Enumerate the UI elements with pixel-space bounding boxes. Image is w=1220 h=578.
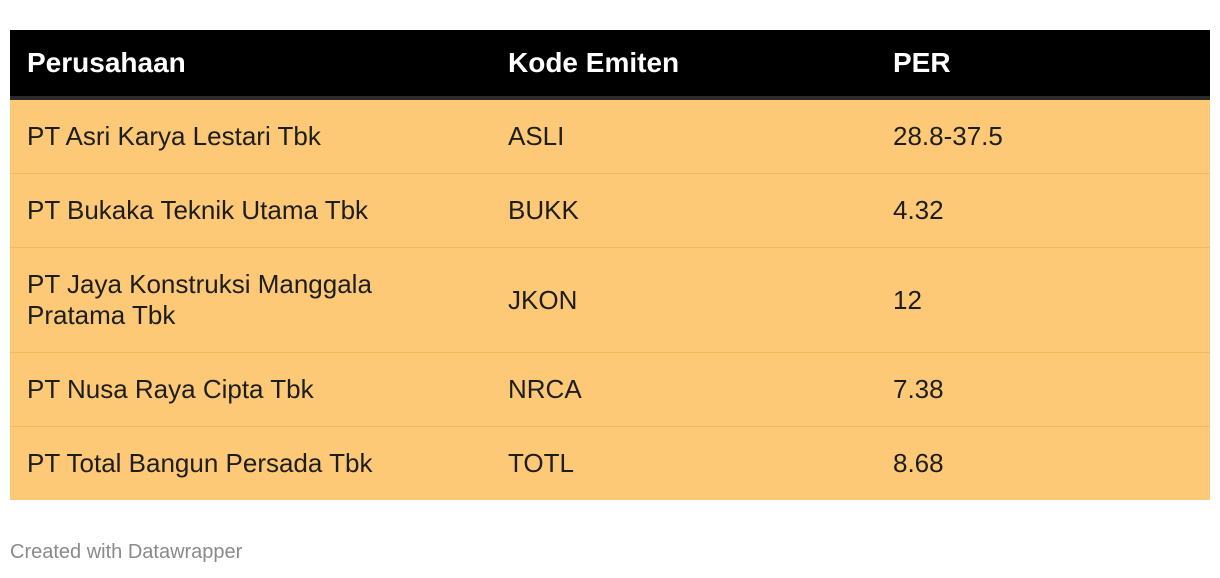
cell-per: 7.38	[893, 374, 944, 404]
data-table: Perusahaan Kode Emiten PER PT Asri Karya…	[10, 30, 1210, 500]
header-row: Perusahaan Kode Emiten PER	[10, 30, 1210, 98]
table-row: PT Jaya Konstruksi Manggala Pratama Tbk …	[10, 247, 1210, 353]
column-header-company: Perusahaan	[27, 47, 186, 78]
cell-per: 4.32	[893, 195, 944, 225]
cell-code: NRCA	[508, 374, 582, 404]
cell-company: PT Asri Karya Lestari Tbk	[27, 121, 321, 151]
cell-per: 12	[893, 284, 922, 315]
table-header: Perusahaan Kode Emiten PER	[10, 30, 1210, 98]
cell-code: BUKK	[508, 195, 579, 225]
cell-per: 28.8-37.5	[893, 121, 1003, 151]
cell-per: 8.68	[893, 448, 944, 478]
cell-code: JKON	[508, 284, 578, 315]
cell-company: PT Bukaka Teknik Utama Tbk	[27, 195, 369, 225]
cell-code: ASLI	[508, 121, 565, 151]
data-table-container: Perusahaan Kode Emiten PER PT Asri Karya…	[10, 30, 1210, 500]
column-header-per: PER	[893, 47, 951, 78]
column-header-code: Kode Emiten	[508, 47, 680, 78]
table-row: PT Bukaka Teknik Utama Tbk BUKK 4.32	[10, 173, 1210, 248]
table-body: PT Asri Karya Lestari Tbk ASLI 28.8-37.5…	[10, 98, 1210, 500]
cell-code: TOTL	[508, 448, 574, 478]
table-row: PT Total Bangun Persada Tbk TOTL 8.68	[10, 426, 1210, 500]
cell-company: PT Jaya Konstruksi Manggala Pratama Tbk	[27, 269, 372, 330]
cell-company: PT Total Bangun Persada Tbk	[27, 448, 373, 478]
cell-company: PT Nusa Raya Cipta Tbk	[27, 374, 314, 404]
table-row: PT Asri Karya Lestari Tbk ASLI 28.8-37.5	[10, 98, 1210, 174]
datawrapper-credit[interactable]: Created with Datawrapper	[10, 541, 243, 563]
table-row: PT Nusa Raya Cipta Tbk NRCA 7.38	[10, 352, 1210, 427]
